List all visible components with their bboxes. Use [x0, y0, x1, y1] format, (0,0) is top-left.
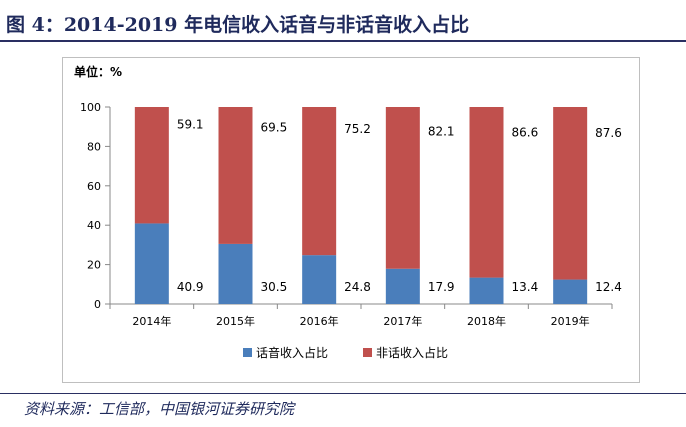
y-tick-label: 60	[87, 180, 101, 193]
data-label-nonvoice-4: 86.6	[512, 126, 539, 140]
legend-swatch-voice	[243, 348, 252, 357]
bar-voice-4	[469, 277, 504, 304]
data-label-voice-4: 13.4	[512, 280, 539, 294]
bars: 40.9 59.1 30.5 69.5 24.8 75.2 17.9 82.1 13.4 86.6…	[134, 107, 622, 304]
bar-nonvoice-2	[302, 107, 337, 256]
x-axis: 2014年 2015年 2016年 2017年 2018年 2019年	[109, 303, 613, 328]
legend-label-voice: 话音收入占比	[256, 345, 328, 360]
x-tick-label: 2016年	[300, 314, 339, 328]
bar-nonvoice-1	[218, 107, 253, 244]
data-label-voice-3: 17.9	[428, 280, 455, 294]
bar-voice-5	[553, 279, 588, 304]
y-tick-label: 40	[87, 219, 101, 232]
data-label-voice-0: 40.9	[177, 280, 204, 294]
y-tick-label: 100	[80, 101, 101, 114]
bar-voice-2	[302, 255, 337, 304]
bar-nonvoice-5	[553, 107, 588, 280]
data-label-nonvoice-0: 59.1	[177, 117, 204, 131]
data-label-voice-2: 24.8	[344, 280, 371, 294]
data-label-nonvoice-2: 75.2	[344, 122, 371, 136]
figure-title: 图 4：2014-2019 年电信收入话音与非话音收入占比	[6, 14, 470, 36]
data-label-voice-1: 30.5	[261, 280, 288, 294]
x-tick-label: 2014年	[132, 314, 171, 328]
x-tick-label: 2019年	[551, 314, 590, 328]
y-tick-label: 20	[87, 259, 101, 272]
data-label-nonvoice-5: 87.6	[595, 126, 622, 140]
bar-voice-0	[134, 223, 169, 304]
legend: 话音收入占比 非话收入占比	[243, 345, 448, 360]
unit-label: 单位：%	[74, 64, 122, 79]
x-tick-label: 2015年	[216, 314, 255, 328]
bar-nonvoice-0	[134, 107, 169, 224]
source-note: 资料来源：工信部，中国银河证券研究院	[24, 400, 295, 418]
chart-frame	[62, 57, 640, 383]
data-label-voice-5: 12.4	[595, 280, 622, 294]
bar-voice-3	[385, 268, 420, 304]
title-divider	[0, 40, 686, 42]
data-label-nonvoice-1: 69.5	[261, 121, 288, 135]
bar-nonvoice-4	[469, 107, 504, 278]
y-tick-label: 80	[87, 140, 101, 153]
data-label-nonvoice-3: 82.1	[428, 124, 455, 138]
y-tick-label: 0	[94, 298, 101, 311]
x-tick-label: 2017年	[383, 314, 422, 328]
footer-divider	[0, 393, 686, 394]
x-tick-label: 2018年	[467, 314, 506, 328]
bar-voice-1	[218, 243, 253, 304]
y-axis: 0 20 40 60 80 100	[80, 101, 111, 311]
bar-nonvoice-3	[385, 107, 420, 269]
legend-swatch-nonvoice	[363, 348, 372, 357]
legend-label-nonvoice: 非话收入占比	[376, 345, 448, 360]
